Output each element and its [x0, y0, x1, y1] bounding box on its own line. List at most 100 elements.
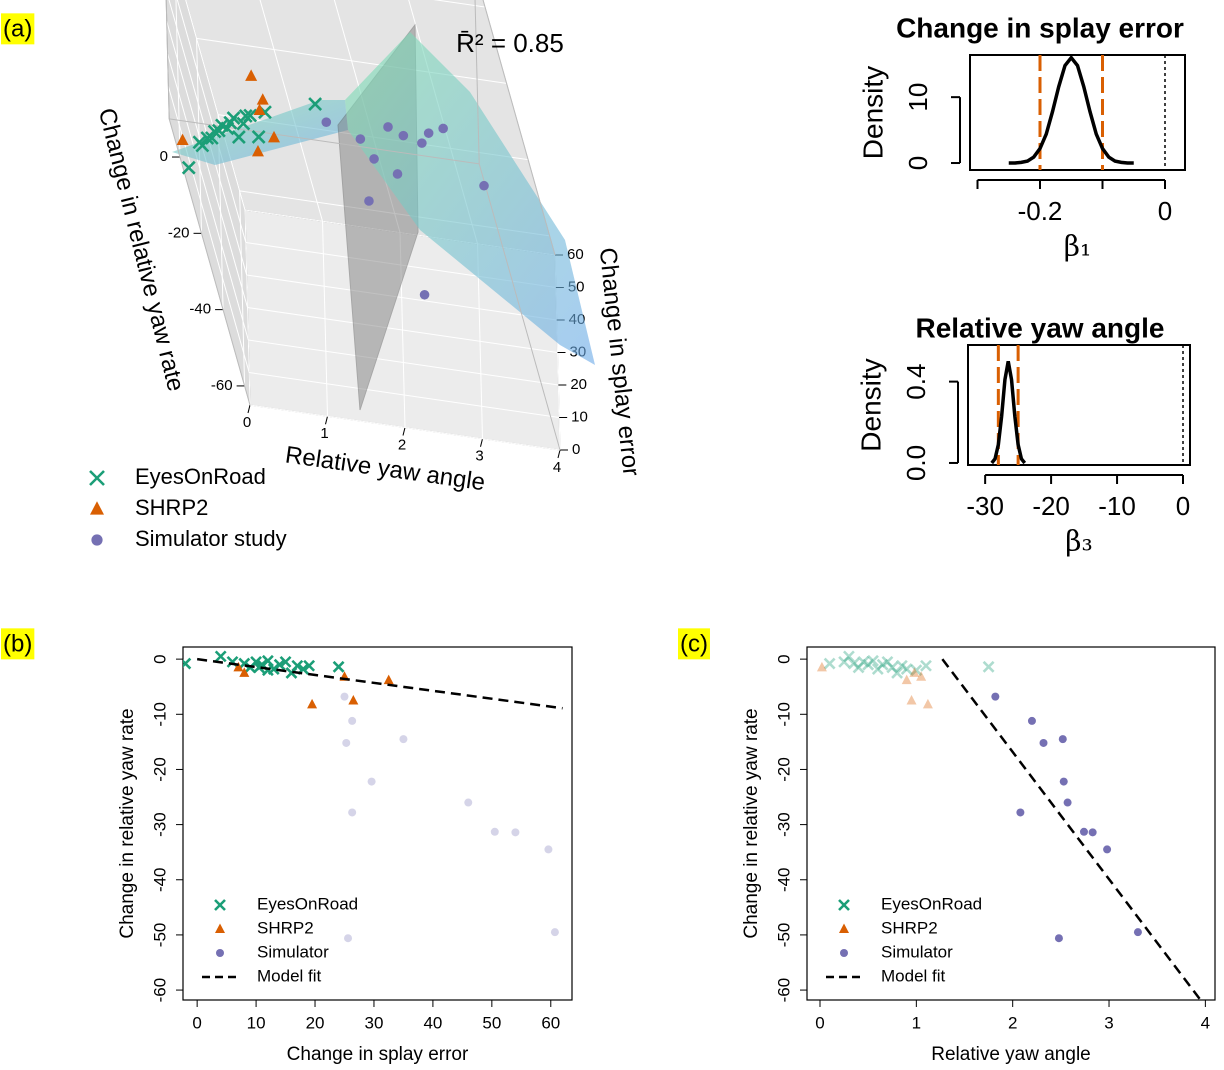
marker-stroke: [982, 660, 995, 673]
marker-x: [226, 111, 241, 125]
marker-circle: [216, 949, 224, 957]
y-tick-label: 0.0: [901, 445, 931, 481]
marker-triangle: [251, 144, 264, 157]
box-edge: [478, 163, 561, 451]
marker-circle: [479, 180, 489, 191]
grid-line: [239, 190, 246, 386]
marker-circle: [1133, 928, 1142, 937]
marker-stroke: [886, 661, 899, 674]
y-tick-label: -40: [774, 867, 793, 892]
marker-circle: [355, 134, 366, 144]
legend-label: Simulator: [257, 942, 329, 961]
marker-circle: [464, 798, 473, 807]
marker-triangle: [176, 133, 189, 146]
marker-circle: [321, 117, 332, 127]
marker-x: [243, 108, 258, 123]
marker-stroke: [303, 659, 316, 672]
x-tick-label: -0.2: [1018, 196, 1063, 226]
chart-title: Change in splay error: [896, 12, 1184, 43]
marker-x: [857, 655, 870, 668]
plot-frame: [967, 344, 1191, 466]
x-tick-label: 2: [398, 436, 406, 453]
marker-stroke: [238, 108, 253, 123]
legend-label: EyesOnRoad: [135, 464, 266, 489]
box-edge: [482, 0, 556, 256]
marker-x: [891, 667, 903, 679]
x-tick-label: 0: [1158, 196, 1172, 226]
marker-stroke: [226, 111, 241, 125]
x-tick-label: 0: [1176, 491, 1190, 521]
marker-stroke: [852, 661, 865, 674]
x-tick-label: 4: [1201, 1013, 1210, 1032]
tick-mark: [557, 449, 561, 459]
marker-x: [253, 661, 265, 674]
y-tick-label: -30: [150, 812, 169, 837]
panel-a: 0123401020304050600-20-40-60R̄² = 0.85Re…: [93, 0, 645, 496]
marker-x: [303, 659, 316, 672]
tick-mark: [480, 438, 483, 447]
marker-stroke: [258, 105, 272, 120]
marker-triangle: [233, 661, 244, 672]
z-tick-label: -60: [211, 377, 233, 394]
marker-x: [867, 654, 879, 667]
annotation: R̄² = 0.85: [456, 28, 564, 58]
marker-circle: [383, 122, 393, 132]
marker-x: [847, 657, 860, 670]
marker-stroke: [273, 658, 286, 671]
marker-x: [261, 654, 274, 667]
marker-triangle: [916, 671, 927, 681]
x-tick-label: 2: [1008, 1013, 1017, 1032]
marker-circle: [511, 828, 520, 837]
y-tick-label: -60: [774, 978, 793, 1003]
panel-label-bg: [1, 13, 35, 45]
marker-circle: [417, 138, 427, 148]
marker-triangle: [253, 103, 266, 115]
x-axis-title: Relative yaw angle: [284, 441, 487, 496]
marker-x: [89, 470, 105, 486]
x-tick-label: 40: [423, 1013, 442, 1032]
x-tick-label: 1: [912, 1013, 921, 1032]
marker-x: [181, 160, 196, 175]
x-tick-label: 3: [1104, 1013, 1113, 1032]
box-edge: [474, 0, 480, 164]
marker-stroke: [900, 663, 913, 675]
x-tick-label: 50: [482, 1013, 501, 1032]
fit-line: [196, 657, 563, 710]
marker-circle: [91, 534, 103, 546]
marker-x: [871, 663, 884, 675]
x-tick-label: 20: [306, 1013, 325, 1032]
x-tick-label: 4: [553, 459, 561, 476]
x-tick-label: -10: [1098, 491, 1136, 521]
marker-stroke: [920, 659, 932, 672]
marker-triangle: [816, 661, 827, 672]
marker-stroke: [852, 661, 865, 674]
marker-circle: [1054, 934, 1063, 943]
marker-stroke: [251, 129, 266, 144]
marker-stroke: [183, 657, 192, 668]
tick-mark: [325, 416, 328, 425]
marker-circle: [419, 289, 430, 300]
grid-line: [259, 0, 324, 222]
marker-triangle: [239, 667, 250, 677]
x-tick-label: 1: [320, 425, 328, 442]
marker-x: [273, 658, 286, 671]
grid-line: [167, 86, 250, 373]
x-tick-label: 0: [815, 1013, 824, 1032]
y-axis-title: Change in relative yaw rate: [741, 708, 762, 938]
marker-stroke: [867, 654, 879, 667]
grid-line: [249, 404, 561, 451]
x-tick-label: 30: [365, 1013, 384, 1032]
grid-line: [196, 38, 203, 234]
box-edge: [168, 118, 251, 406]
marker-triangle: [909, 667, 920, 677]
y-tick-label: 0.4: [901, 364, 931, 400]
marker-circle: [438, 123, 448, 134]
marker-x: [838, 899, 850, 911]
marker-circle: [1059, 777, 1068, 786]
marker-stroke: [214, 650, 227, 663]
marker-stroke: [867, 654, 879, 667]
marker-circle: [348, 716, 357, 725]
marker-x: [982, 660, 995, 673]
x-tick-label: 10: [247, 1013, 266, 1032]
y-axis-title: Change in relative yaw rate: [117, 708, 138, 938]
